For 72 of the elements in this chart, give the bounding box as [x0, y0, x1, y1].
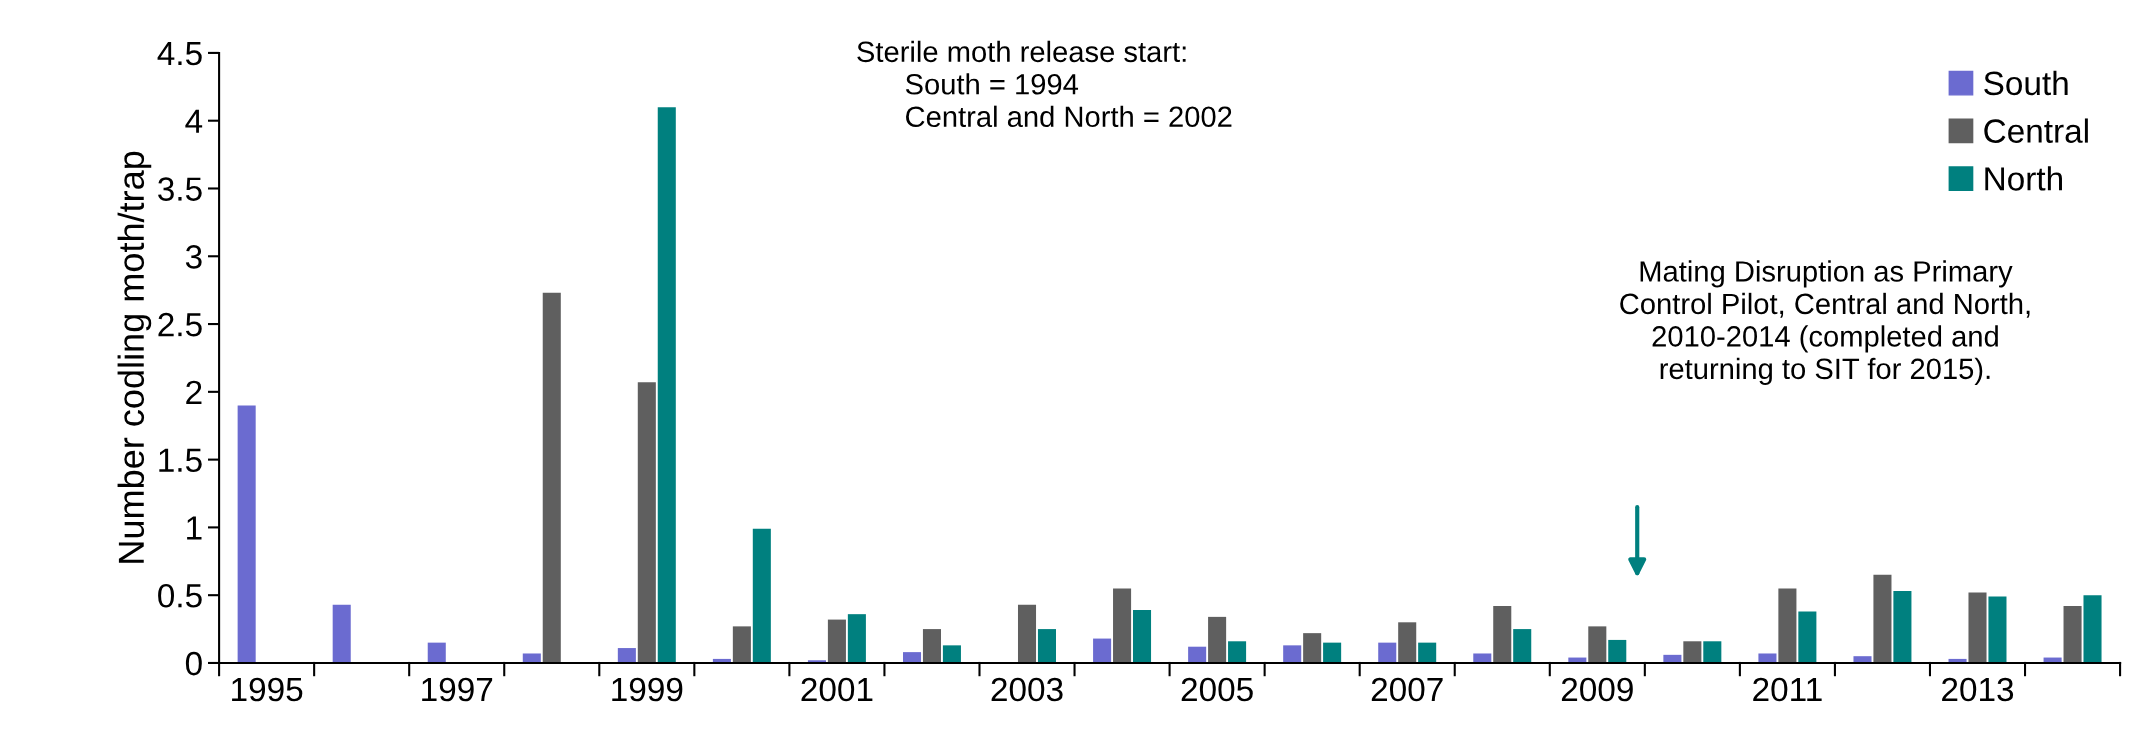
- bar: [1378, 642, 1397, 663]
- bar: [1093, 638, 1112, 663]
- bar: [1283, 645, 1302, 663]
- bar: [752, 528, 771, 663]
- bar: [1988, 596, 2007, 663]
- bar: [1418, 642, 1437, 663]
- annotation: Mating Disruption as Primary Control Pilot, Central and North, 2010-2014 (completed and returning to SIT for 2015).: [1620, 260, 2030, 385]
- x-tick-label: 2001: [801, 677, 873, 702]
- bar: [1968, 592, 1987, 663]
- bar: [1113, 588, 1132, 663]
- bar: [902, 652, 922, 663]
- x-tick-label: 1999: [612, 677, 683, 702]
- x-tick-label: 1995: [232, 677, 303, 702]
- y-tick-label: 1.5: [159, 448, 202, 473]
- bar: [617, 648, 636, 663]
- bar: [427, 642, 446, 663]
- x-tick-label: 2007: [1371, 677, 1443, 702]
- bar: [1188, 646, 1207, 663]
- x-tick-label: 2011: [1753, 677, 1822, 702]
- bar: [1588, 626, 1607, 663]
- bar: [1778, 588, 1797, 663]
- bar: [1017, 604, 1037, 663]
- bar: [1132, 610, 1152, 663]
- y-tick-label: 3.5: [158, 177, 202, 201]
- bar: [1853, 656, 1872, 663]
- bar: [2083, 595, 2102, 663]
- y-tick-label: 4.5: [157, 42, 202, 66]
- y-tick-label: 2.5: [158, 312, 202, 337]
- bar: [1398, 622, 1417, 663]
- bar: [1608, 639, 1627, 663]
- bar: [2063, 606, 2082, 663]
- bar: [332, 604, 351, 663]
- bar: [1873, 574, 1892, 663]
- x-tick-label: 2003: [991, 677, 1063, 702]
- legend-label: South: [1984, 70, 2068, 96]
- y-tick-label: 0: [185, 651, 202, 676]
- y-axis-title: Number codling moth/trap: [117, 151, 152, 563]
- bar: [1037, 629, 1056, 663]
- y-tick-label: 0.5: [158, 583, 202, 608]
- x-tick-label: 2009: [1561, 677, 1633, 702]
- bar: [1303, 633, 1322, 663]
- bar: [732, 626, 751, 663]
- bar: [522, 653, 541, 663]
- bar: [542, 292, 561, 663]
- bar: [1323, 642, 1342, 663]
- bar: [1758, 653, 1777, 663]
- bar: [1798, 611, 1817, 663]
- bar: [1683, 641, 1702, 663]
- y-tick-label: 2: [186, 380, 202, 404]
- bar: [1893, 591, 1912, 663]
- bar: [237, 405, 256, 663]
- annotation: Sterile moth release start: South = 1994 Central and North = 2002: [857, 40, 1232, 128]
- bar: [657, 107, 676, 663]
- y-tick-label: 1: [187, 516, 202, 540]
- bar: [1703, 641, 1722, 663]
- x-tick-label: 2005: [1181, 677, 1253, 702]
- y-tick-label: 4: [185, 109, 203, 133]
- bar: [922, 629, 941, 663]
- legend-label: Central: [1984, 118, 2088, 143]
- bar: [847, 614, 866, 663]
- y-tick-label: 3: [185, 245, 202, 269]
- x-tick-label: 1997: [422, 677, 493, 702]
- bar: [637, 382, 656, 663]
- bar: [827, 619, 846, 663]
- bar: [1208, 616, 1227, 663]
- bar: [1473, 653, 1492, 663]
- legend-label: North: [1985, 166, 2062, 191]
- bar: [942, 645, 961, 663]
- x-tick-label: 2013: [1942, 677, 2014, 702]
- bar: [1228, 641, 1247, 663]
- bar: [1493, 606, 1512, 663]
- bar: [1513, 629, 1532, 663]
